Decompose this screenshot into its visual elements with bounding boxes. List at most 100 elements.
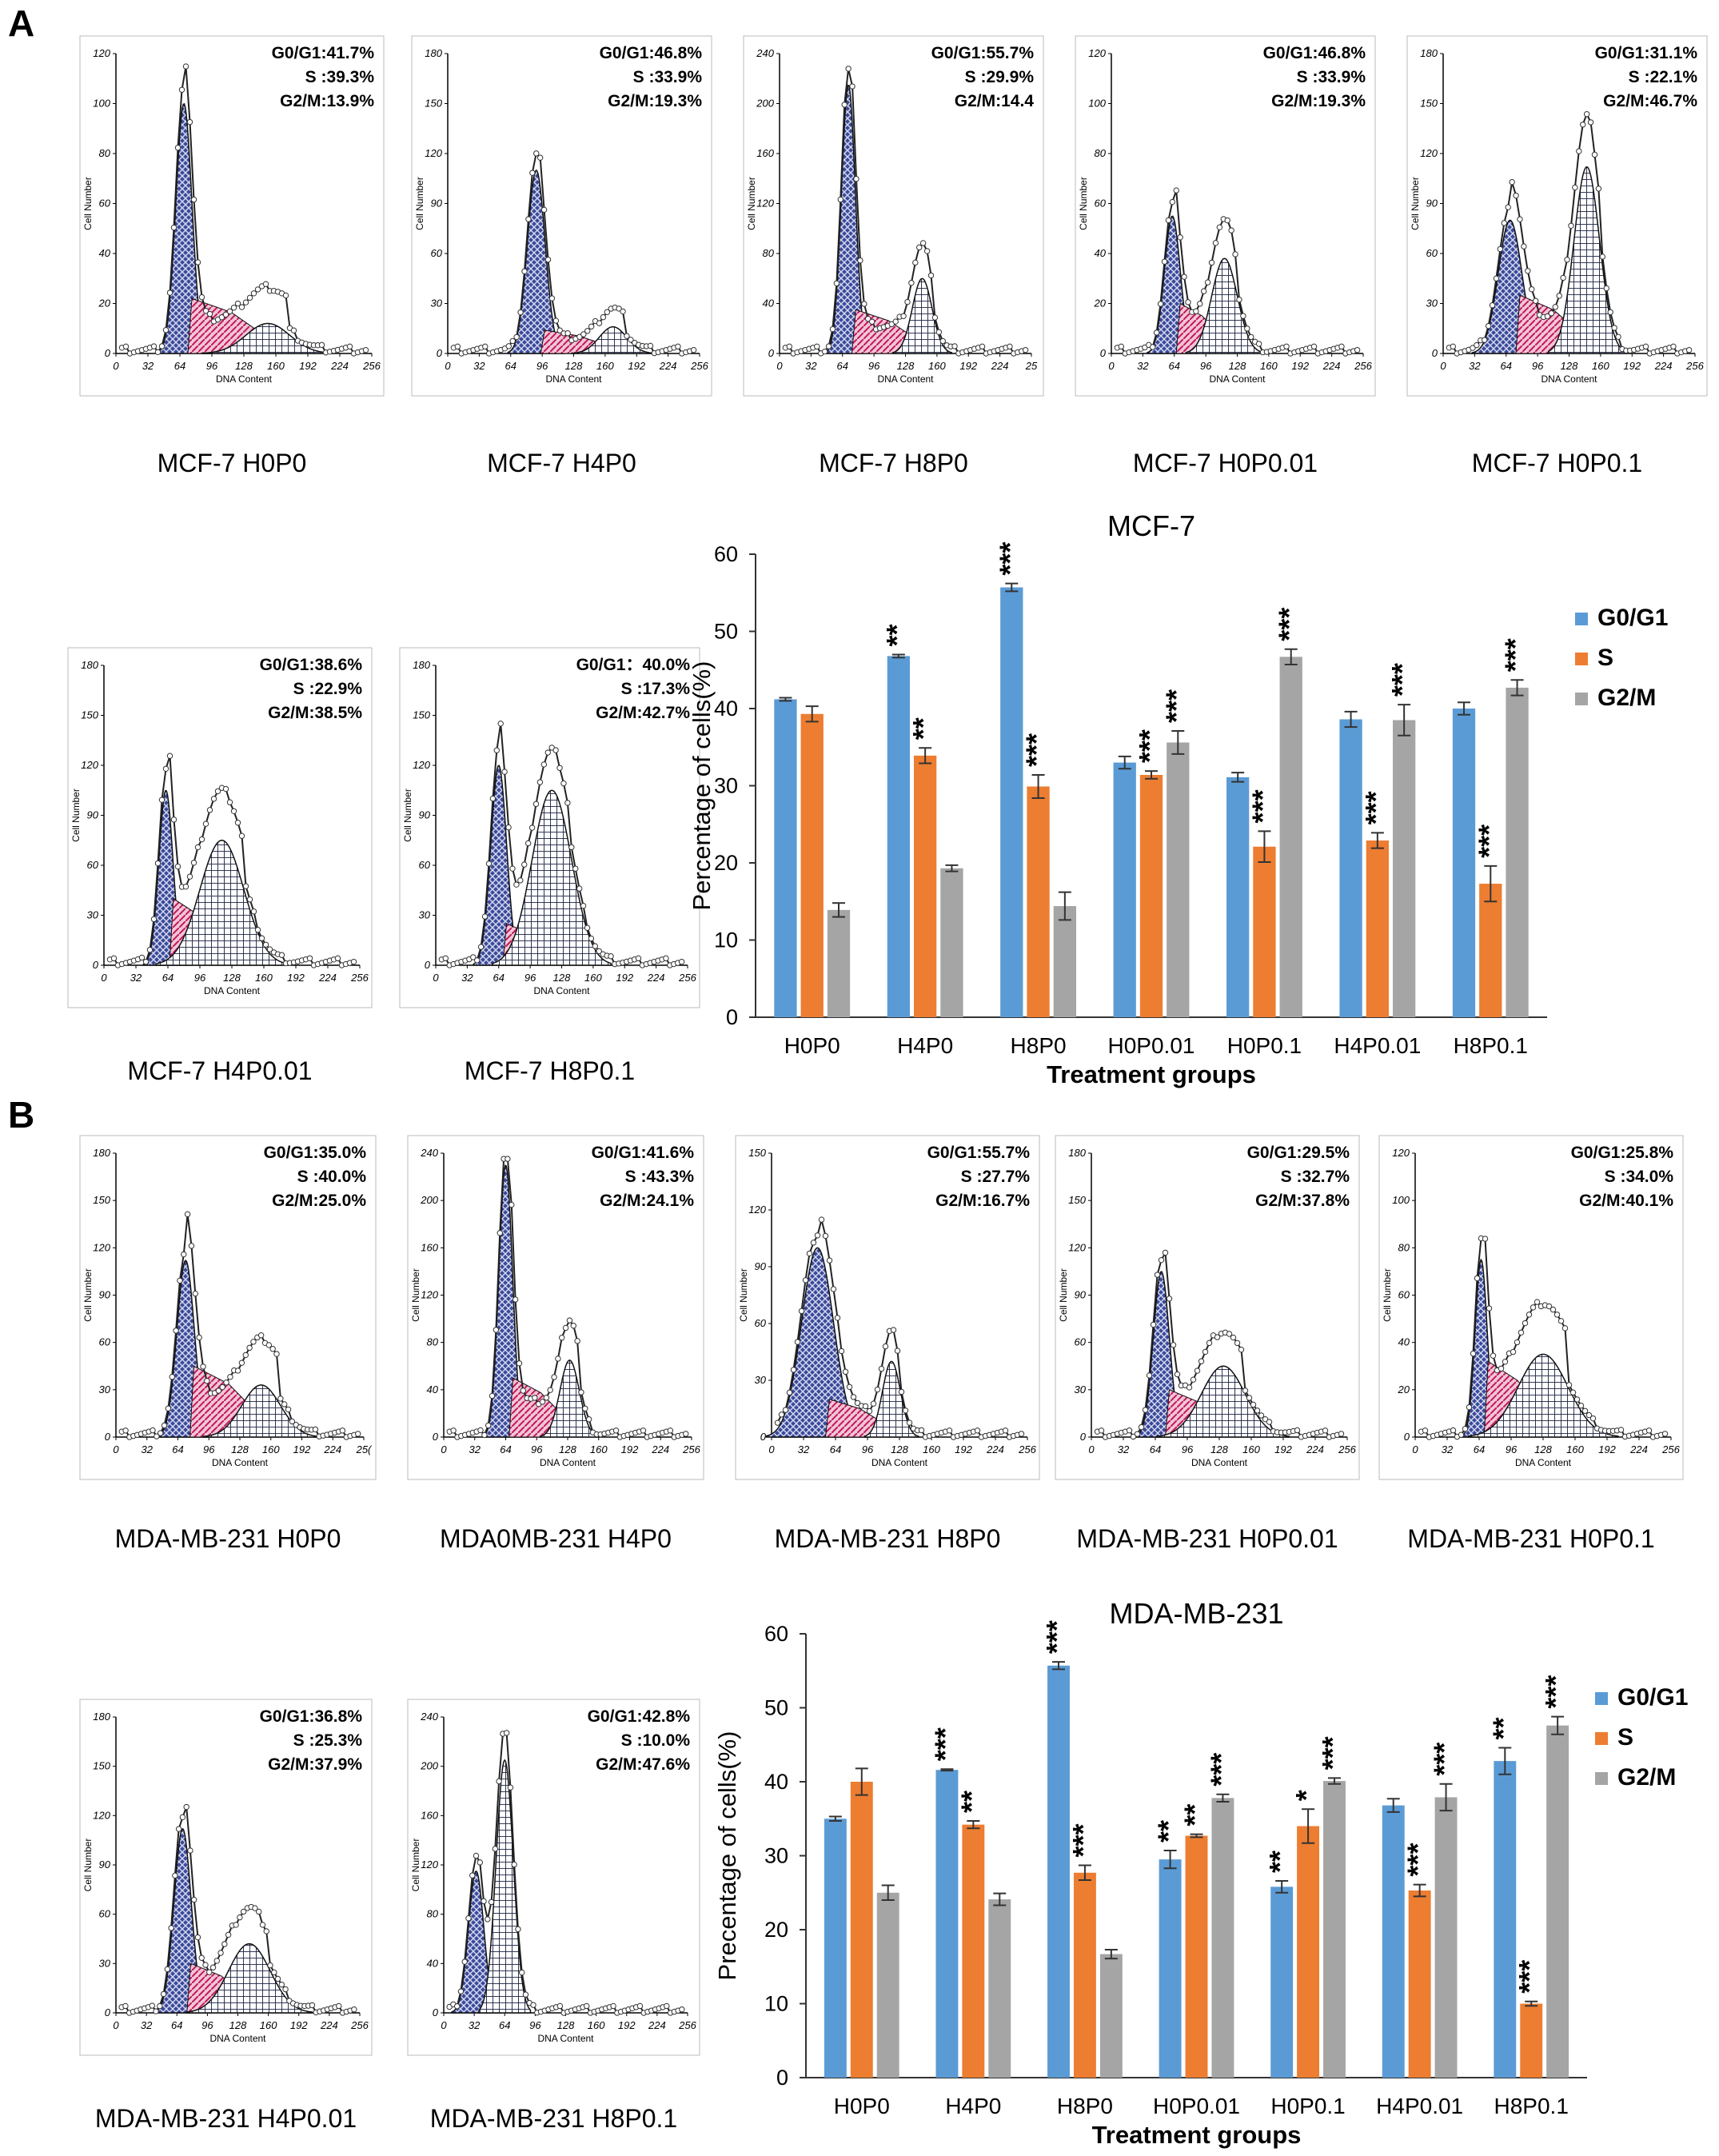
raw-data-point bbox=[162, 765, 170, 773]
raw-data-point bbox=[1134, 1431, 1141, 1437]
raw-data-point bbox=[149, 2002, 155, 2009]
raw-data-point bbox=[1234, 1340, 1241, 1347]
raw-data-point bbox=[1153, 329, 1160, 336]
histogram-title: MDA-MB-231 H8P0.1 bbox=[430, 2104, 677, 2133]
histogram-x-tick-label: 32 bbox=[469, 2019, 481, 2031]
raw-data-point bbox=[110, 955, 118, 962]
raw-data-point bbox=[194, 259, 201, 266]
histogram-y-tick-label: 0 bbox=[105, 1431, 111, 1443]
histogram-panel: 0 30 60 90 120 150 180 0 32 64 96 128 160 192 224 256 Ce… bbox=[1055, 1135, 1360, 1553]
histogram-y-axis-label: Cell Number bbox=[738, 1268, 749, 1322]
raw-data-point bbox=[931, 314, 939, 321]
raw-data-point bbox=[837, 196, 844, 203]
raw-data-point bbox=[822, 1232, 829, 1240]
histogram-stat: G0/G1:38.6% bbox=[260, 656, 363, 674]
bar-category-label: H4P0.01 bbox=[1334, 1033, 1421, 1058]
bar-y-tick-label: 20 bbox=[714, 851, 738, 875]
bar-s bbox=[1139, 774, 1163, 1017]
histogram-stat: S :34.0% bbox=[1605, 1168, 1674, 1186]
histogram-y-tick-label: 100 bbox=[1088, 98, 1106, 110]
histogram-y-axis-label: Cell Number bbox=[410, 1268, 421, 1322]
bar-y-tick-label: 60 bbox=[764, 1622, 788, 1646]
raw-data-point bbox=[516, 1360, 523, 1367]
raw-data-point bbox=[850, 1394, 857, 1400]
histogram-y-tick-label: 120 bbox=[425, 147, 442, 159]
histogram-title: MCF-7 H0P0 bbox=[158, 449, 307, 477]
histogram-y-tick-label: 80 bbox=[99, 147, 111, 159]
raw-data-point bbox=[596, 320, 603, 326]
histogram-y-tick-label: 90 bbox=[1075, 1289, 1087, 1301]
raw-data-point bbox=[1685, 346, 1693, 353]
histogram-title: MDA0MB-231 H4P0 bbox=[440, 1524, 672, 1553]
raw-data-point bbox=[814, 343, 820, 350]
histogram-x-tick-label: 64 bbox=[500, 1443, 511, 1455]
raw-data-point bbox=[935, 329, 943, 335]
raw-data-point bbox=[489, 795, 497, 802]
histogram-x-tick-label: 96 bbox=[536, 360, 548, 372]
histogram-x-tick-label: 32 bbox=[469, 1443, 481, 1455]
histogram-x-axis-label: DNA Content bbox=[1191, 1457, 1248, 1468]
histogram-y-tick-label: 240 bbox=[420, 1711, 438, 1723]
raw-data-point bbox=[1018, 1431, 1025, 1437]
raw-data-point bbox=[1514, 1339, 1521, 1346]
histogram-x-tick-label: 32 bbox=[473, 360, 485, 372]
histogram-y-tick-label: 60 bbox=[99, 1336, 111, 1348]
histogram-stat: S :10.0% bbox=[621, 1731, 691, 1750]
histogram-x-tick-label: 96 bbox=[524, 972, 536, 984]
histogram-x-tick-label: 0 bbox=[113, 360, 119, 372]
raw-data-point bbox=[1214, 1334, 1221, 1340]
histogram-x-tick-label: 32 bbox=[141, 2019, 153, 2031]
raw-data-point bbox=[453, 2003, 461, 2010]
raw-data-point bbox=[560, 780, 567, 787]
raw-data-point bbox=[200, 1363, 206, 1370]
histogram-panel: 0 40 80 120 160 200 240 0 32 64 96 128 160 192 224 256 C… bbox=[407, 1135, 704, 1553]
raw-data-point bbox=[509, 337, 516, 345]
histogram-stat: G0/G1:46.8% bbox=[600, 44, 703, 62]
raw-data-point bbox=[473, 957, 481, 964]
raw-data-point bbox=[1204, 279, 1211, 285]
histogram-x-axis-label: DNA Content bbox=[212, 1457, 269, 1468]
histogram-panel: 0 40 80 120 160 200 240 0 32 64 96 128 160 192 224 25 Ce… bbox=[743, 35, 1044, 477]
bar-s bbox=[1027, 786, 1050, 1017]
raw-data-point bbox=[1553, 1312, 1561, 1318]
raw-data-point bbox=[774, 1419, 781, 1426]
raw-data-point bbox=[1254, 1407, 1261, 1414]
raw-data-point bbox=[461, 1958, 468, 1965]
bar-y-tick-label: 20 bbox=[764, 1918, 788, 1942]
raw-data-point bbox=[215, 1387, 222, 1394]
raw-data-point bbox=[584, 2002, 590, 2010]
raw-data-point bbox=[1354, 346, 1361, 353]
bar-s bbox=[1073, 1872, 1096, 2078]
raw-data-point bbox=[150, 343, 158, 349]
raw-data-point bbox=[849, 83, 856, 90]
raw-data-point bbox=[786, 1389, 793, 1396]
histogram-stat: G2/M:14.4 bbox=[955, 92, 1035, 110]
histogram-x-tick-label: 224 bbox=[1629, 1443, 1648, 1455]
g2-m-peak bbox=[202, 1384, 321, 1438]
raw-data-point bbox=[902, 1407, 909, 1414]
raw-data-point bbox=[202, 307, 209, 314]
raw-data-point bbox=[1165, 217, 1172, 224]
raw-data-point bbox=[600, 313, 607, 321]
histogram-x-tick-label: 160 bbox=[590, 1443, 608, 1455]
histogram-y-axis-label: Cell Number bbox=[410, 1839, 421, 1892]
raw-data-point bbox=[477, 1427, 484, 1434]
significance-mark: ** bbox=[907, 717, 939, 740]
raw-data-point bbox=[173, 1328, 179, 1334]
histogram-panel: 0 30 60 90 120 150 0 32 64 96 128 160 192 224 256 Cell … bbox=[735, 1135, 1040, 1553]
raw-data-point bbox=[194, 844, 201, 851]
raw-data-point bbox=[184, 1211, 191, 1218]
histogram-y-axis-label: Cell Number bbox=[82, 177, 94, 230]
histogram-stat: G0/G1:35.0% bbox=[264, 1144, 367, 1162]
raw-data-point bbox=[177, 1277, 183, 1284]
significance-mark: *** bbox=[1513, 1960, 1546, 1994]
bar-g0-g1 bbox=[1047, 1665, 1070, 2078]
histogram-y-tick-label: 200 bbox=[756, 98, 774, 110]
bar-g2-m bbox=[1546, 1725, 1569, 2078]
raw-data-point bbox=[898, 1388, 905, 1395]
bar-y-tick-label: 0 bbox=[776, 2066, 788, 2090]
bar-g2-m bbox=[1323, 1781, 1346, 2078]
raw-data-point bbox=[250, 290, 257, 297]
histogram-title: MDA-MB-231 H0P0.01 bbox=[1076, 1524, 1338, 1553]
histogram-y-tick-label: 30 bbox=[99, 1383, 111, 1395]
